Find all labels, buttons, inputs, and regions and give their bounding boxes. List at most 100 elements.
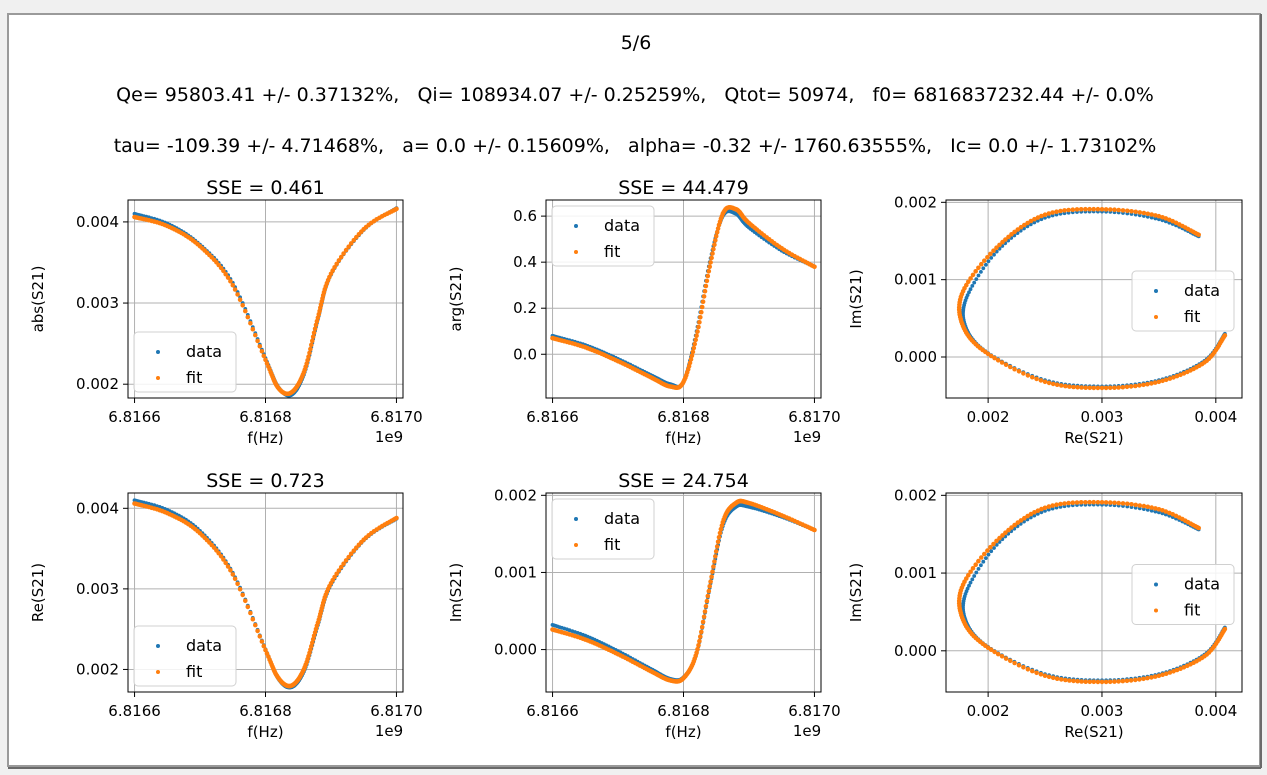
point-fit [1125, 501, 1130, 507]
point-data [1035, 512, 1040, 516]
series-fit [956, 206, 1228, 391]
point-fit [712, 559, 717, 564]
legend-marker-data [1154, 289, 1158, 293]
point-fit [1035, 508, 1041, 513]
point-fit [1074, 207, 1080, 212]
x-offset-label: 1e9 [375, 722, 403, 740]
point-fit [973, 562, 978, 567]
point-fit [691, 345, 697, 351]
point-fit [341, 251, 346, 256]
point-fit [1042, 379, 1048, 385]
y-tick-label: 0.002 [76, 375, 119, 393]
point-data [1149, 215, 1154, 220]
point-fit [709, 255, 714, 261]
legend-label-fit: fit [604, 242, 620, 261]
legend-marker-fit [574, 543, 578, 547]
point-data [1043, 215, 1047, 220]
x-axis-label: Re(S21) [1064, 429, 1123, 447]
point-fit [701, 614, 707, 619]
x-tick-label: 0.004 [1194, 408, 1237, 426]
y-tick-label: 0.001 [894, 271, 937, 289]
point-fit [1003, 362, 1009, 368]
point-fit [1070, 207, 1076, 212]
legend: data fit [133, 331, 237, 393]
point-fit [1003, 530, 1008, 535]
point-fit [1030, 668, 1035, 674]
point-fit [314, 318, 320, 324]
legend-marker-fit [156, 376, 160, 380]
point-fit [1070, 500, 1076, 506]
x-axis-label: f(Hz) [247, 429, 283, 447]
series-group [550, 205, 817, 391]
point-fit [237, 297, 243, 303]
point-fit [1087, 385, 1093, 391]
point-fit [1137, 383, 1142, 388]
point-fit [1149, 675, 1154, 680]
point-data [979, 270, 983, 274]
point-fit [1095, 385, 1101, 391]
point-fit [1156, 673, 1162, 678]
point-data [1153, 509, 1158, 514]
point-fit [225, 564, 231, 569]
point-fit [1133, 502, 1138, 508]
point-data [979, 563, 983, 568]
point-fit [699, 309, 704, 315]
point-fit [1075, 678, 1080, 684]
point-fit [1087, 499, 1092, 505]
point-fit [309, 643, 314, 649]
point-fit [341, 561, 346, 566]
point-fit [343, 558, 349, 563]
legend-label-fit: fit [1184, 601, 1200, 620]
point-fit [713, 234, 719, 239]
point-fit [1000, 533, 1005, 538]
point-fit [235, 581, 240, 587]
point-fit [706, 269, 712, 274]
y-axis-label: Im(S21) [847, 269, 865, 328]
y-tick-label: 0.6 [513, 207, 537, 225]
point-fit [1160, 672, 1165, 677]
point-fit [250, 616, 256, 622]
point-data [992, 252, 996, 257]
point-fit [1006, 234, 1011, 240]
point-data [968, 287, 973, 292]
legend-marker-data [156, 350, 160, 354]
point-data [972, 280, 977, 285]
y-tick-label: 0.004 [76, 213, 119, 231]
point-fit [223, 271, 228, 277]
point-fit [1083, 385, 1088, 391]
point-fit [240, 592, 245, 598]
point-fit [702, 288, 708, 294]
point-fit [710, 569, 715, 574]
point-fit [1050, 675, 1056, 681]
point-fit [1133, 677, 1138, 683]
point-fit [1006, 527, 1011, 533]
point-fit [1156, 379, 1162, 385]
point-fit [1012, 660, 1017, 666]
x-tick-label: 6.8166 [526, 408, 579, 426]
series-group [956, 499, 1228, 685]
point-fit [1103, 385, 1109, 391]
point-fit [1125, 208, 1130, 214]
point-fit [259, 639, 265, 644]
point-fit [1025, 667, 1031, 672]
point-fit [715, 226, 721, 231]
legend: data fit [551, 205, 655, 267]
point-fit [257, 344, 263, 349]
point-fit [997, 242, 1002, 248]
point-fit [968, 276, 973, 281]
point-data [970, 577, 975, 582]
subplot-6: 0.002 0.003 0.004 0.000 0.001 0.002 Re(S21) Im(… [847, 486, 1243, 741]
point-fit [1025, 220, 1030, 226]
point-fit [692, 341, 697, 347]
series-fit [132, 501, 399, 689]
y-axis-label: abs(S21) [29, 266, 47, 333]
point-fit [704, 278, 710, 284]
point-data [970, 284, 975, 288]
point-data [1046, 214, 1051, 219]
legend-box [551, 205, 655, 267]
point-fit [705, 273, 711, 279]
y-tick-label: 0.001 [894, 564, 937, 582]
point-fit [699, 624, 705, 630]
point-data [981, 266, 986, 271]
point-fit [689, 353, 695, 359]
